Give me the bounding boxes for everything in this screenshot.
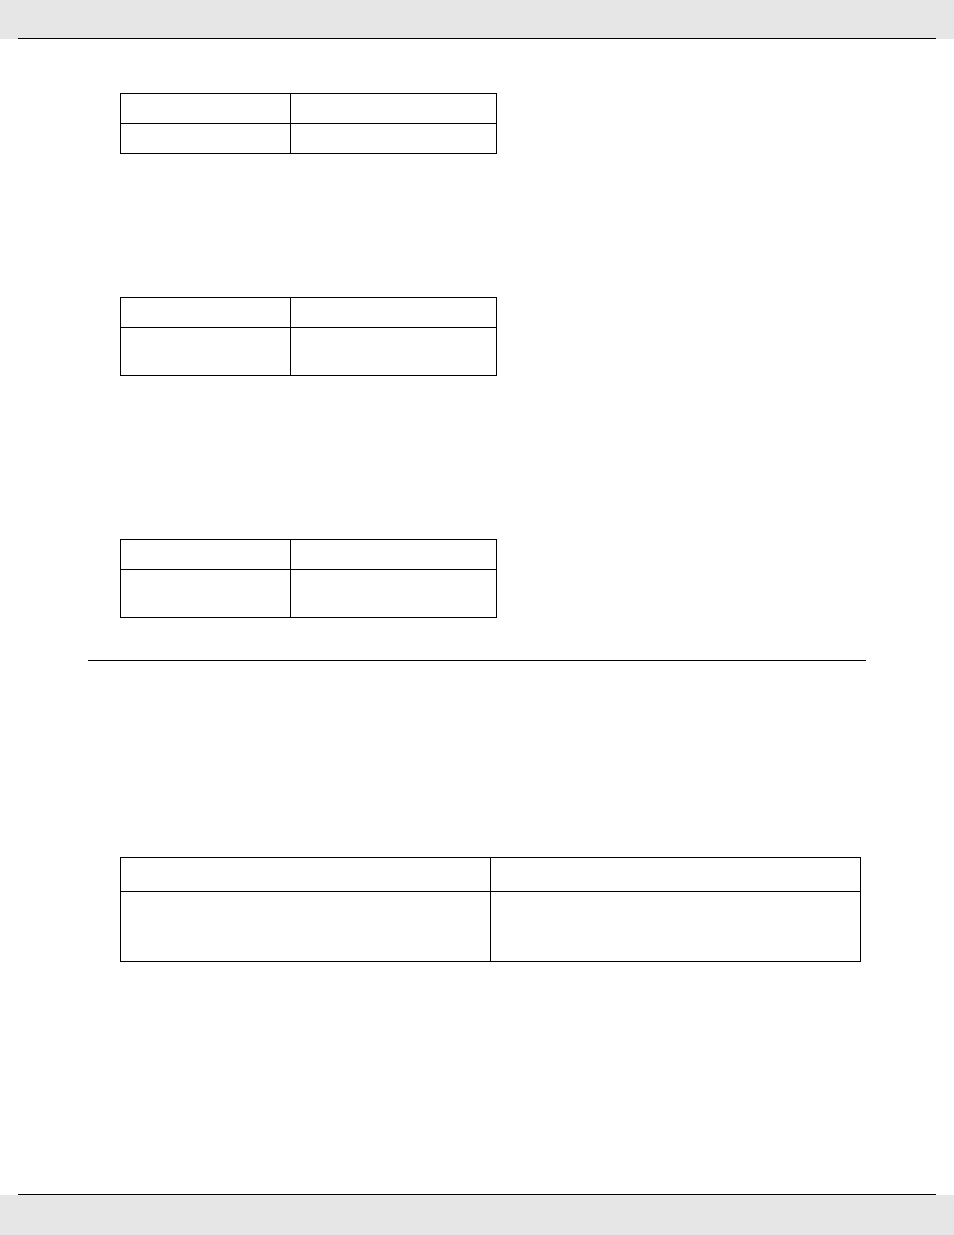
cell (291, 328, 497, 376)
cell (121, 892, 491, 962)
section-rule (88, 660, 866, 661)
cell (291, 94, 497, 124)
table-row (121, 892, 861, 962)
cell (121, 94, 291, 124)
cell (291, 298, 497, 328)
table-row (121, 858, 861, 892)
bottom-band (0, 1195, 954, 1235)
table-row (121, 124, 497, 154)
table-row (121, 298, 497, 328)
table-1 (120, 93, 497, 154)
table-4 (120, 857, 861, 962)
table-3 (120, 539, 497, 618)
cell (121, 124, 291, 154)
table-row (121, 328, 497, 376)
cell (121, 540, 291, 570)
cell (291, 570, 497, 618)
cell (121, 298, 291, 328)
page (0, 0, 954, 1235)
table-row (121, 94, 497, 124)
cell (291, 124, 497, 154)
top-band (0, 0, 954, 38)
cell (491, 858, 861, 892)
cell (121, 570, 291, 618)
table-row (121, 540, 497, 570)
cell (291, 540, 497, 570)
cell (491, 892, 861, 962)
cell (121, 858, 491, 892)
cell (121, 328, 291, 376)
table-2 (120, 297, 497, 376)
table-row (121, 570, 497, 618)
content-area (0, 39, 954, 1195)
